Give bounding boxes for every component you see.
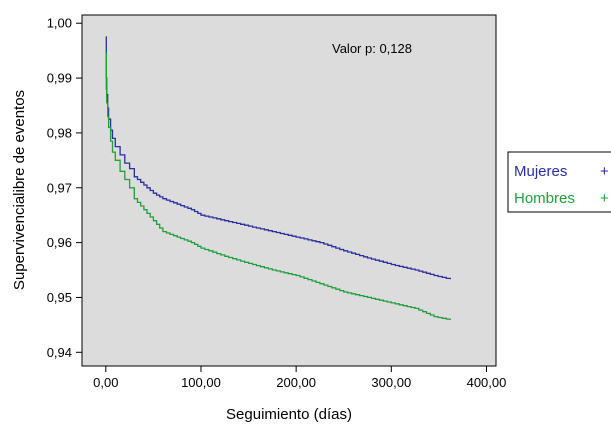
x-tick-label: 100,00	[181, 375, 221, 390]
series-line-hombres	[105, 52, 451, 320]
x-axis: 0,00 100,00 200,00 300,00 400,00	[93, 366, 506, 390]
legend-label-hombres: Hombres	[514, 190, 575, 207]
series-layer	[105, 36, 451, 320]
x-tick-label: 200,00	[276, 375, 316, 390]
y-tick-label: 1,00	[47, 16, 72, 31]
x-tick-label: 300,00	[371, 375, 411, 390]
legend-marker-mujeres: +	[600, 163, 609, 180]
y-tick-label: 0,96	[47, 235, 72, 250]
x-tick-label: 400,00	[467, 375, 507, 390]
y-axis: 0,94 0,95 0,96 0,97 0,98 0,99 1,00	[47, 16, 82, 360]
y-tick-label: 0,97	[47, 180, 72, 195]
y-tick-label: 0,98	[47, 125, 72, 140]
y-tick-label: 0,94	[47, 345, 72, 360]
y-tick-label: 0,95	[47, 290, 72, 305]
y-axis-title: Supervivencialibre de eventos	[11, 90, 28, 290]
legend: Mujeres + Hombres +	[507, 151, 611, 213]
series-line-mujeres	[105, 36, 451, 280]
p-value-annotation: Valor p: 0,128	[332, 41, 412, 56]
x-axis-title: Seguimiento (días)	[226, 406, 352, 423]
plot-area	[81, 14, 497, 367]
x-tick-label: 0,00	[93, 375, 118, 390]
y-tick-label: 0,99	[47, 71, 72, 86]
legend-label-mujeres: Mujeres	[514, 163, 567, 180]
legend-marker-hombres: +	[600, 190, 609, 207]
legend-box	[507, 151, 611, 213]
